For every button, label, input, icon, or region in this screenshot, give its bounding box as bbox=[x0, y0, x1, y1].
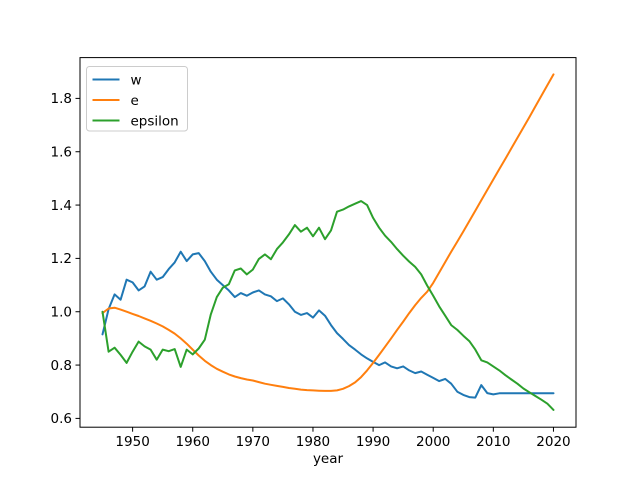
series-line-w bbox=[101, 250, 555, 399]
y-tick-label: 0.6 bbox=[51, 411, 72, 427]
legend-label-epsilon: epsilon bbox=[131, 113, 179, 129]
x-axis-title: year bbox=[313, 451, 344, 467]
axes-frame bbox=[79, 57, 577, 428]
y-tick-label: 1.4 bbox=[51, 198, 72, 214]
x-tick-label: 2010 bbox=[476, 434, 510, 450]
legend-box bbox=[86, 66, 188, 132]
y-tick-label: 1.2 bbox=[51, 251, 72, 267]
legend-label-e: e bbox=[131, 93, 139, 109]
x-tick-label: 1960 bbox=[176, 434, 210, 450]
series-line-epsilon bbox=[101, 200, 555, 411]
series-line-e bbox=[101, 73, 555, 392]
y-tick-label: 1.8 bbox=[51, 91, 72, 107]
y-tick-label: 1.6 bbox=[51, 145, 72, 161]
x-tick-label: 1990 bbox=[356, 434, 390, 450]
legend-label-w: w bbox=[131, 72, 142, 88]
y-tick-label: 0.8 bbox=[51, 358, 72, 374]
y-tick-label: 1.0 bbox=[51, 305, 72, 321]
x-tick-label: 2000 bbox=[416, 434, 450, 450]
x-tick-label: 1950 bbox=[115, 434, 149, 450]
x-tick-label: 2020 bbox=[536, 434, 570, 450]
x-tick-label: 1980 bbox=[296, 434, 330, 450]
x-tick-label: 1970 bbox=[236, 434, 270, 450]
